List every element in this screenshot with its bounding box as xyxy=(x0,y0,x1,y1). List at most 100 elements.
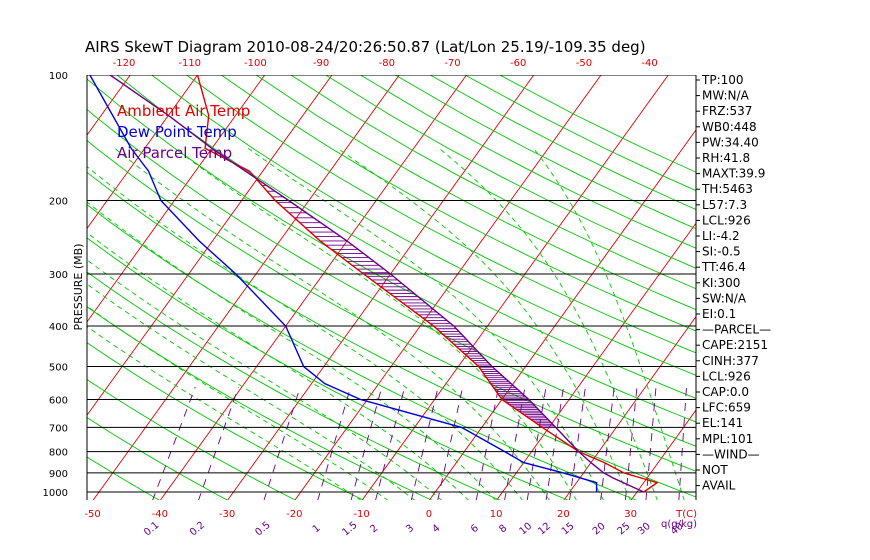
moist-adiabat-line xyxy=(337,148,631,500)
stability-index-label: RH:41.8 xyxy=(702,151,750,165)
dry-adiabat-line xyxy=(87,306,433,500)
mixing-ratio-label: 2 xyxy=(368,523,380,536)
stability-index-label: LCL:926 xyxy=(702,369,751,383)
stability-index-label: TP:100 xyxy=(701,73,744,87)
top-temp-tick-label: -80 xyxy=(379,58,395,69)
isotherm-line xyxy=(563,315,696,500)
mixing-ratio-label: 0.5 xyxy=(253,520,272,539)
stability-index-label: SW:N/A xyxy=(702,291,747,305)
mixing-ratio-line xyxy=(624,386,638,500)
legend-entry: Dew Point Temp xyxy=(117,123,237,141)
mixing-ratio-label: 25 xyxy=(616,521,633,538)
parcel-temp-line xyxy=(109,75,644,493)
mixing-ratio-label: 4 xyxy=(431,523,443,536)
dry-adiabat-line xyxy=(87,171,696,498)
stability-index-label: MW:N/A xyxy=(702,89,750,103)
stability-index-label: NOT xyxy=(702,463,728,477)
isotherm-line xyxy=(496,222,696,500)
bottom-temp-tick-label: 20 xyxy=(557,509,570,520)
stability-index-label: AVAIL xyxy=(702,479,736,493)
stability-index-label: EI:0.1 xyxy=(702,307,736,321)
stability-index-label: MAXT:39.9 xyxy=(702,167,765,181)
mixing-ratio-label: 10 xyxy=(517,521,534,538)
mixing-ratio-label: 0.2 xyxy=(188,520,207,539)
moist-adiabat-line xyxy=(87,305,389,500)
moist-adiabat-line xyxy=(87,232,470,500)
top-temp-tick-label: -60 xyxy=(510,58,526,69)
stability-index-label: TT:46.4 xyxy=(701,260,746,274)
bottom-temp-tick-label: 10 xyxy=(490,509,503,520)
y-axis-label: PRESSURE (MB) xyxy=(72,244,85,331)
isotherm-line xyxy=(87,75,333,417)
isotherm-line xyxy=(0,66,70,501)
stability-index-label: LCL:926 xyxy=(702,213,751,227)
pressure-tick-label: 400 xyxy=(49,322,68,333)
mixing-ratio-line xyxy=(317,386,352,500)
top-temp-tick-label: -100 xyxy=(244,58,267,69)
dry-adiabat-line xyxy=(116,75,696,399)
legend-entry: Air Parcel Temp xyxy=(117,144,232,162)
bottom-temp-tick-label: -30 xyxy=(219,509,235,520)
mixing-ratio-label: 3 xyxy=(404,523,416,536)
dry-adiabat-line xyxy=(464,75,696,192)
mixing-ratio-label: 1 xyxy=(311,523,323,536)
mixing-ratio-label: 20 xyxy=(591,521,608,538)
dry-adiabat-line xyxy=(395,75,696,230)
temp-unit-label: T(C) xyxy=(675,509,697,520)
isotherm-line xyxy=(159,75,468,500)
dry-adiabat-line xyxy=(429,75,696,210)
pressure-tick-label: 100 xyxy=(49,71,68,82)
dry-adiabat-line xyxy=(325,75,696,269)
stability-index-label: PW:34.40 xyxy=(702,135,759,149)
isotherm-line xyxy=(87,75,266,323)
moist-adiabat-line xyxy=(439,148,658,500)
mixing-ratio-line xyxy=(678,386,687,500)
top-temp-tick-label: -70 xyxy=(444,58,460,69)
mixing-ratio-label: 1.5 xyxy=(340,520,359,539)
stability-index-label: L57:7.3 xyxy=(702,198,747,212)
stability-index-label: CAPE:2151 xyxy=(702,338,768,352)
dry-adiabat-line xyxy=(87,417,229,500)
dry-adiabat-line xyxy=(255,75,696,311)
pressure-tick-label: 1000 xyxy=(43,488,68,499)
bottom-temp-tick-label: -50 xyxy=(84,509,100,520)
pressure-tick-label: 600 xyxy=(49,395,68,406)
isotherm-line xyxy=(832,66,870,501)
dry-adiabat-line xyxy=(186,75,696,354)
isotherm-line xyxy=(87,75,199,230)
stability-index-label: TH:5463 xyxy=(701,182,753,196)
pressure-tick-label: 800 xyxy=(49,448,68,459)
mixing-ratio-line xyxy=(152,386,196,500)
dry-adiabat-line xyxy=(290,75,696,290)
stability-index-label: SI:-0.5 xyxy=(702,245,741,259)
chart-title: AIRS SkewT Diagram 2010-08-24/20:26:50.8… xyxy=(85,38,646,56)
bottom-temp-tick-label: 0 xyxy=(426,509,432,520)
mixing-ratio-line xyxy=(198,386,239,500)
mixing-ratio-line xyxy=(375,386,406,500)
top-temp-tick-label: -40 xyxy=(641,58,657,69)
dry-adiabat-line xyxy=(221,75,696,332)
dry-adiabat-line xyxy=(87,456,160,500)
stability-index-label: WB0:448 xyxy=(702,120,757,134)
mixing-ratio-line xyxy=(600,386,615,500)
mixing-ratio-label: 6 xyxy=(469,523,481,536)
stability-index-label: EL:141 xyxy=(702,416,743,430)
stability-index-label: KI:300 xyxy=(702,276,740,290)
dew-point-line xyxy=(89,75,598,492)
stability-index-label: FRZ:537 xyxy=(702,104,752,118)
isotherm-line xyxy=(765,66,870,501)
bottom-temp-tick-label: 30 xyxy=(624,509,637,520)
dry-adiabat-line xyxy=(87,378,297,500)
pressure-tick-label: 200 xyxy=(49,197,68,208)
pressure-tick-label: 700 xyxy=(49,423,68,434)
bottom-temp-tick-label: -10 xyxy=(353,509,369,520)
mixing-ratio-label: 15 xyxy=(560,521,577,538)
mixing-ratio-line xyxy=(545,386,564,500)
mixing-ratio-label: 8 xyxy=(497,523,509,536)
mixing-ratio-line xyxy=(263,386,301,500)
dry-adiabat-line xyxy=(87,237,569,500)
stability-index-label: CINH:377 xyxy=(702,354,759,368)
stability-index-label: —PARCEL— xyxy=(702,323,771,337)
mixing-ratio-unit-label: q(g/kg) xyxy=(661,519,697,530)
